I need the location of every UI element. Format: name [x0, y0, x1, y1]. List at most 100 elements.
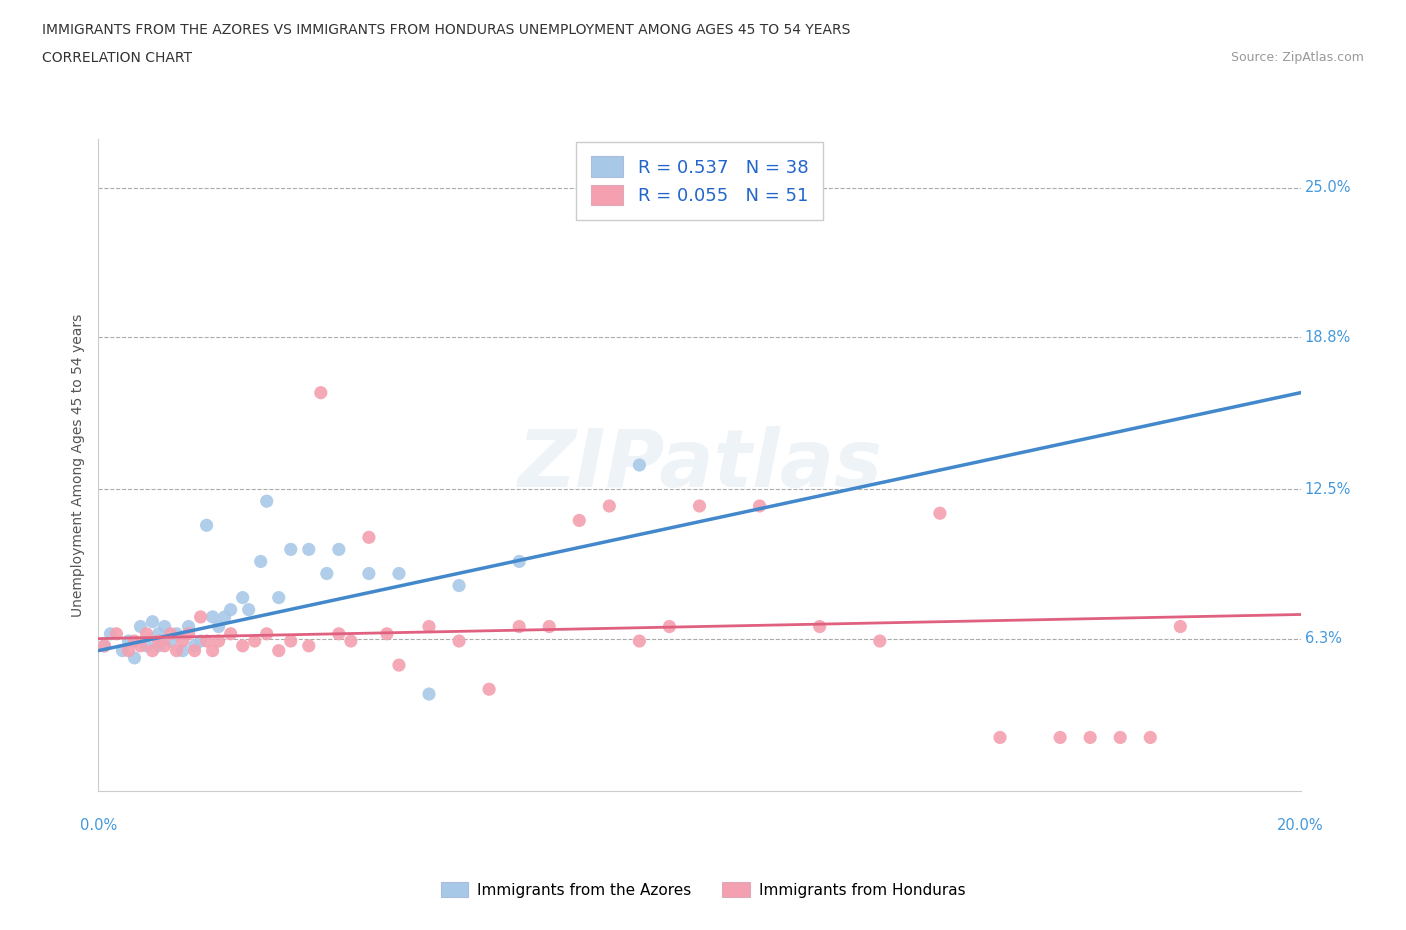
Y-axis label: Unemployment Among Ages 45 to 54 years: Unemployment Among Ages 45 to 54 years: [70, 313, 84, 617]
Point: [219, 603, 242, 618]
Point: [166, 626, 188, 641]
Point: [568, 513, 591, 528]
Point: [166, 644, 188, 658]
Point: [988, 730, 1011, 745]
Text: ZIPatlas: ZIPatlas: [517, 426, 882, 504]
Point: [100, 626, 122, 641]
Point: [628, 633, 651, 648]
Point: [357, 530, 380, 545]
Point: [447, 578, 470, 593]
Point: [447, 633, 470, 648]
Point: [141, 644, 163, 658]
Point: [129, 638, 152, 653]
Point: [1109, 730, 1132, 745]
Point: [243, 633, 266, 648]
Point: [177, 626, 200, 641]
Point: [249, 554, 271, 569]
Point: [93, 638, 115, 653]
Point: [148, 633, 170, 648]
Text: 25.0%: 25.0%: [1305, 180, 1351, 195]
Text: 6.3%: 6.3%: [1305, 631, 1341, 646]
Point: [267, 591, 290, 605]
Point: [232, 591, 254, 605]
Point: [177, 619, 200, 634]
Text: 0.0%: 0.0%: [80, 818, 117, 833]
Point: [1139, 730, 1161, 745]
Point: [153, 619, 176, 634]
Point: [340, 633, 363, 648]
Point: [298, 542, 321, 557]
Point: [105, 626, 128, 641]
Point: [375, 626, 398, 641]
Point: [298, 638, 321, 653]
Point: [195, 633, 218, 648]
Point: [628, 458, 651, 472]
Point: [159, 626, 181, 641]
Point: [208, 633, 231, 648]
Point: [201, 609, 224, 624]
Point: [280, 633, 302, 648]
Point: [172, 644, 194, 658]
Point: [309, 385, 332, 400]
Point: [124, 633, 146, 648]
Point: [208, 619, 231, 634]
Point: [1049, 730, 1071, 745]
Point: [183, 644, 205, 658]
Point: [124, 650, 146, 665]
Point: [388, 658, 411, 672]
Point: [478, 682, 501, 697]
Point: [256, 494, 278, 509]
Point: [190, 609, 212, 624]
Point: [688, 498, 710, 513]
Point: [508, 554, 530, 569]
Point: [328, 626, 350, 641]
Point: [238, 603, 260, 618]
Legend: R = 0.537   N = 38, R = 0.055   N = 51: R = 0.537 N = 38, R = 0.055 N = 51: [576, 142, 823, 219]
Point: [267, 644, 290, 658]
Point: [141, 615, 163, 630]
Point: [159, 633, 181, 648]
Point: [214, 609, 236, 624]
Point: [357, 566, 380, 581]
Point: [418, 686, 440, 701]
Point: [808, 619, 831, 634]
Text: 18.8%: 18.8%: [1305, 330, 1351, 345]
Point: [1078, 730, 1101, 745]
Point: [598, 498, 620, 513]
Point: [201, 644, 224, 658]
Point: [256, 626, 278, 641]
Point: [315, 566, 337, 581]
Point: [418, 619, 440, 634]
Text: 20.0%: 20.0%: [1277, 818, 1324, 833]
Point: [148, 638, 170, 653]
Point: [135, 638, 157, 653]
Text: Source: ZipAtlas.com: Source: ZipAtlas.com: [1230, 51, 1364, 64]
Point: [183, 638, 205, 653]
Point: [232, 638, 254, 653]
Point: [190, 633, 212, 648]
Point: [111, 644, 134, 658]
Point: [117, 644, 139, 658]
Point: [748, 498, 770, 513]
Point: [219, 626, 242, 641]
Point: [117, 633, 139, 648]
Point: [929, 506, 952, 521]
Point: [508, 619, 530, 634]
Point: [1170, 619, 1192, 634]
Text: CORRELATION CHART: CORRELATION CHART: [42, 51, 193, 65]
Point: [869, 633, 891, 648]
Point: [280, 542, 302, 557]
Text: IMMIGRANTS FROM THE AZORES VS IMMIGRANTS FROM HONDURAS UNEMPLOYMENT AMONG AGES 4: IMMIGRANTS FROM THE AZORES VS IMMIGRANTS…: [42, 23, 851, 37]
Point: [598, 205, 620, 219]
Point: [93, 638, 115, 653]
Point: [129, 619, 152, 634]
Legend: Immigrants from the Azores, Immigrants from Honduras: Immigrants from the Azores, Immigrants f…: [434, 875, 972, 904]
Point: [658, 619, 681, 634]
Point: [153, 638, 176, 653]
Point: [135, 626, 157, 641]
Point: [172, 633, 194, 648]
Text: 12.5%: 12.5%: [1305, 482, 1351, 497]
Point: [388, 566, 411, 581]
Point: [195, 518, 218, 533]
Point: [328, 542, 350, 557]
